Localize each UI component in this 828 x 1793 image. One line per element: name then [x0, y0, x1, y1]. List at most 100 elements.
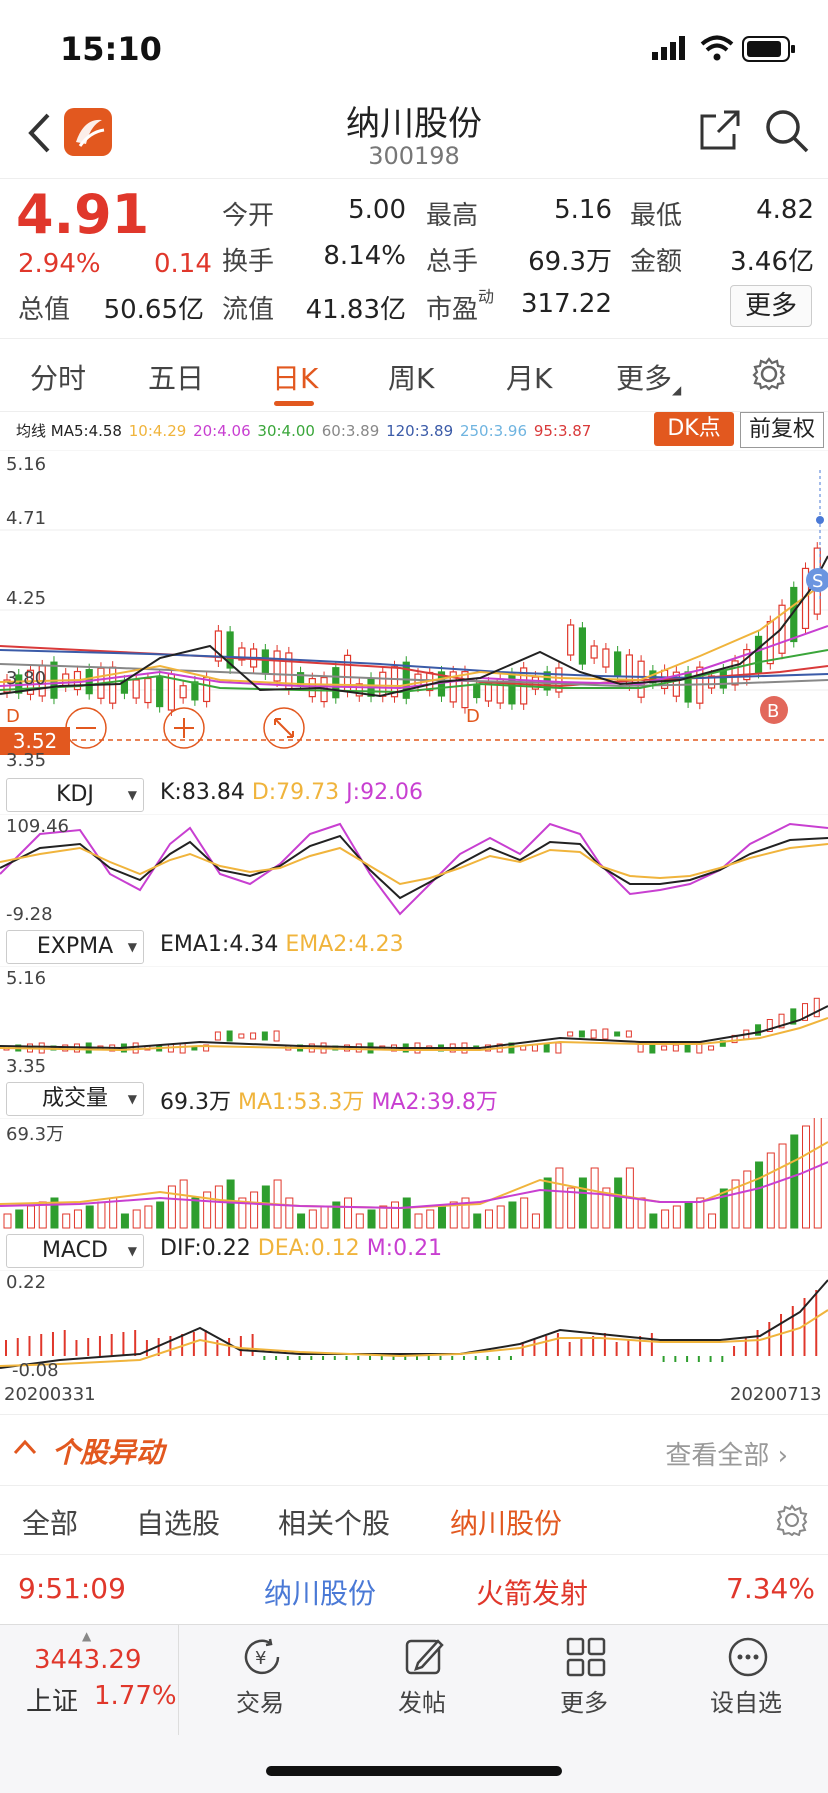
value-pe: 317.22	[521, 289, 612, 319]
kline-y-mid3: 3.80	[6, 668, 47, 689]
expma-candle	[578, 1030, 585, 1038]
volume-selector-label: 成交量	[41, 1086, 108, 1111]
change-amount: 0.14	[154, 249, 212, 279]
volume-bar	[179, 1179, 188, 1229]
candle	[555, 662, 563, 699]
expma-candle	[802, 1003, 809, 1021]
tab-intraday[interactable]: 分时	[30, 362, 87, 395]
macd-dif-line	[0, 1279, 828, 1369]
expma-candle	[719, 1040, 726, 1047]
volume-bar	[567, 1187, 576, 1229]
value-turnover: 8.14%	[323, 241, 406, 271]
signal-icon	[652, 36, 685, 60]
dk-point-button[interactable]: DK点	[654, 412, 734, 446]
settings-icon[interactable]	[752, 357, 786, 391]
kline-chart[interactable]: S B D D	[0, 450, 828, 774]
ma-item: 10:4.29	[128, 422, 187, 440]
macd-histogram	[5, 1290, 818, 1362]
expma-candle	[214, 1031, 221, 1041]
ma-legend-items: 均线 MA5:4.58 10:4.29 20:4.06 30:4.00 60:3…	[16, 420, 593, 441]
tab-weekly-k[interactable]: 周K	[388, 362, 435, 395]
alert-row[interactable]: 9:51:09 纳川股份 火箭发射 7.34%	[0, 1556, 828, 1622]
tab-more[interactable]: 更多◢	[616, 357, 681, 397]
volume-bar	[226, 1179, 235, 1229]
tab-monthly-k[interactable]: 月K	[506, 362, 553, 395]
macd-top: 0.22	[6, 1272, 47, 1293]
anomaly-subtabs: 全部 自选股 相关个股 纳川股份	[0, 1486, 828, 1555]
volume-bar	[508, 1201, 517, 1229]
candle	[731, 654, 739, 691]
expma-candle	[625, 1030, 632, 1038]
volume-bar	[719, 1188, 728, 1229]
back-icon[interactable]	[26, 112, 52, 154]
svg-text:¥: ¥	[255, 1648, 266, 1669]
tab-five-day[interactable]: 五日	[148, 362, 205, 395]
buy-marker-icon[interactable]	[760, 696, 788, 724]
expma-candle	[766, 1019, 773, 1032]
tab-daily-k[interactable]: 日K	[272, 362, 319, 395]
kdj-d: D:79.73	[251, 780, 340, 805]
caret-down-icon: ▼	[127, 1244, 137, 1258]
volume-bar	[144, 1205, 153, 1229]
expma-candle	[238, 1033, 245, 1039]
sell-marker-icon[interactable]	[806, 568, 828, 592]
index-value: 3443.29	[34, 1645, 142, 1675]
macd-header: MACD ▼ DIF:0.22 DEA:0.12 M:0.21	[0, 1232, 828, 1270]
app-logo-icon	[64, 108, 112, 156]
subtab-related[interactable]: 相关个股	[278, 1507, 391, 1540]
caret-down-icon: ▼	[127, 940, 137, 954]
chevron-up-icon[interactable]	[12, 1437, 38, 1457]
search-icon[interactable]	[764, 108, 810, 154]
nav-bar: 纳川股份 300198	[0, 90, 828, 176]
alert-stock-name[interactable]: 纳川股份	[264, 1577, 377, 1610]
volume-bar	[461, 1197, 470, 1229]
expma-candle	[755, 1024, 762, 1036]
share-icon[interactable]	[698, 108, 742, 152]
volume-bars	[3, 1118, 822, 1229]
macd-dif: DIF:0.22	[160, 1236, 251, 1261]
expma-candle	[790, 1008, 797, 1025]
kdj-selector[interactable]: KDJ ▼	[6, 778, 144, 812]
volume-ma1: MA1:53.3万	[238, 1090, 365, 1115]
kdj-k: K:83.84	[160, 780, 245, 805]
anomaly-title: 个股异动	[52, 1436, 165, 1469]
subtab-stock[interactable]: 纳川股份	[450, 1507, 563, 1540]
macd-selector[interactable]: MACD ▼	[6, 1234, 144, 1268]
grid-icon	[566, 1637, 606, 1677]
adjust-button[interactable]: 前复权	[740, 412, 824, 448]
volume-bar	[731, 1179, 740, 1229]
gear-icon[interactable]	[776, 1504, 808, 1536]
zoom-in-icon[interactable]	[163, 707, 205, 749]
subtab-watchlist[interactable]: 自选股	[136, 1507, 221, 1540]
expma-candle	[708, 1045, 715, 1051]
current-price-tag: 3.52	[0, 727, 70, 755]
subtab-all[interactable]: 全部	[22, 1507, 79, 1540]
volume-selector[interactable]: 成交量 ▼	[6, 1082, 144, 1116]
kline-y-mid2: 4.25	[6, 588, 47, 609]
expma-header: EXPMA ▼ EMA1:4.34 EMA2:4.23	[0, 928, 828, 966]
expma-chart	[0, 966, 828, 1054]
volume-bar	[614, 1177, 623, 1229]
volume-bar	[661, 1209, 670, 1229]
trade-icon: ¥	[244, 1638, 280, 1675]
page-title: 纳川股份	[346, 104, 482, 144]
expma-ema1: EMA1:4.34	[160, 932, 279, 957]
expma-selector[interactable]: EXPMA ▼	[6, 930, 144, 964]
fullscreen-icon[interactable]	[263, 707, 305, 749]
volume-bar	[449, 1201, 458, 1229]
candle	[590, 640, 598, 664]
view-all-link[interactable]: 查看全部 ›	[665, 1435, 788, 1472]
quote-more-button[interactable]: 更多	[730, 285, 812, 327]
volume-bar	[555, 1167, 564, 1229]
stock-anomaly-header[interactable]: 个股异动 查看全部 ›	[0, 1414, 828, 1486]
volume-bar	[437, 1205, 446, 1229]
volume-bar	[191, 1197, 200, 1229]
post-label: 发帖	[398, 1689, 446, 1717]
volume-bar	[484, 1209, 493, 1229]
index-widget[interactable]: ▲ 3443.29 上证 1.77%	[0, 1625, 179, 1735]
expma-bottom: 3.35	[6, 1056, 47, 1077]
volume-bar	[778, 1143, 787, 1229]
expma-candle	[203, 1044, 210, 1052]
volume-bar	[590, 1167, 599, 1229]
expma-candle	[661, 1045, 668, 1051]
